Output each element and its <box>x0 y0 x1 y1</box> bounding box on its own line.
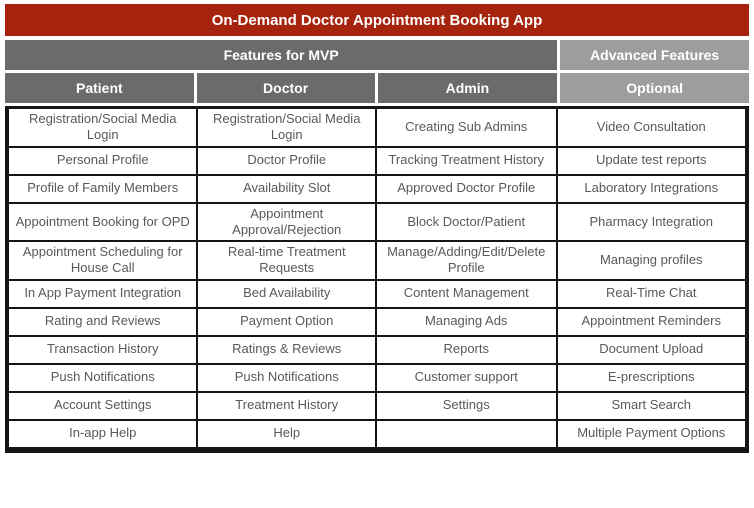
feature-cell: Creating Sub Admins <box>374 107 558 148</box>
feature-cell: Ratings & Reviews <box>196 334 377 365</box>
feature-cell: Real-Time Chat <box>555 278 747 309</box>
feature-cell: Multiple Payment Options <box>555 418 747 449</box>
table-row: Appointment Booking for OPD Appointment … <box>6 201 747 242</box>
page-title: On-Demand Doctor Appointment Booking App <box>5 4 749 36</box>
feature-cell: Pharmacy Integration <box>555 201 747 242</box>
feature-cell: Reports <box>374 334 558 365</box>
feature-cell: Push Notifications <box>6 362 199 393</box>
table-row: In-app Help Help Multiple Payment Option… <box>6 418 747 449</box>
table-row: Transaction History Ratings & Reviews Re… <box>6 334 747 365</box>
table-row: Appointment Scheduling for House Call Re… <box>6 240 747 281</box>
feature-cell: Appointment Scheduling for House Call <box>6 240 199 281</box>
feature-cell: Personal Profile <box>6 145 199 176</box>
table-row: Push Notifications Push Notifications Cu… <box>6 362 747 393</box>
feature-cell: Rating and Reviews <box>6 306 199 337</box>
feature-cell: Appointment Approval/Rejection <box>196 201 377 242</box>
feature-cell: Approved Doctor Profile <box>374 173 558 204</box>
feature-cell: Update test reports <box>555 145 747 176</box>
feature-cell: Appointment Reminders <box>555 306 747 337</box>
feature-cell: Account Settings <box>6 390 199 421</box>
feature-cell: Payment Option <box>196 306 377 337</box>
feature-cell: Registration/Social Media Login <box>6 107 199 148</box>
feature-cell: Push Notifications <box>196 362 377 393</box>
feature-cell: Document Upload <box>555 334 747 365</box>
feature-cell: Appointment Booking for OPD <box>6 201 199 242</box>
feature-cell: Managing Ads <box>374 306 558 337</box>
feature-cell <box>374 418 558 449</box>
feature-cell: Transaction History <box>6 334 199 365</box>
column-header-doctor: Doctor <box>196 73 375 103</box>
table-row: Profile of Family Members Availability S… <box>6 173 747 204</box>
feature-cell: Help <box>196 418 377 449</box>
group-header-features-mvp: Features for MVP <box>5 40 558 70</box>
feature-cell: Laboratory Integrations <box>555 173 747 204</box>
feature-cell: In App Payment Integration <box>6 278 199 309</box>
feature-cell: Bed Availability <box>196 278 377 309</box>
column-header-admin: Admin <box>377 73 558 103</box>
feature-cell: Block Doctor/Patient <box>374 201 558 242</box>
feature-cell: Settings <box>374 390 558 421</box>
feature-cell: Content Management <box>374 278 558 309</box>
column-header-patient: Patient <box>5 73 194 103</box>
feature-cell: Real-time Treatment Requests <box>196 240 377 281</box>
column-header-optional: Optional <box>560 73 749 103</box>
feature-cell: Registration/Social Media Login <box>196 107 377 148</box>
feature-cell: Manage/Adding/Edit/Delete Profile <box>374 240 558 281</box>
feature-cell: Managing profiles <box>555 240 747 281</box>
feature-cell: In-app Help <box>6 418 199 449</box>
table-row: Registration/Social Media Login Registra… <box>6 107 747 148</box>
feature-cell: Doctor Profile <box>196 145 377 176</box>
feature-cell: Treatment History <box>196 390 377 421</box>
feature-cell: Availability Slot <box>196 173 377 204</box>
table-row: Personal Profile Doctor Profile Tracking… <box>6 145 747 176</box>
table-row: In App Payment Integration Bed Availabil… <box>6 278 747 309</box>
group-header-advanced-features: Advanced Features <box>560 40 749 70</box>
feature-cell: Video Consultation <box>555 107 747 148</box>
table-row: Rating and Reviews Payment Option Managi… <box>6 306 747 337</box>
feature-table-grid: Registration/Social Media Login Registra… <box>6 107 747 449</box>
feature-table: Registration/Social Media Login Registra… <box>5 106 749 453</box>
table-row: Account Settings Treatment History Setti… <box>6 390 747 421</box>
feature-cell: Profile of Family Members <box>6 173 199 204</box>
feature-cell: E-prescriptions <box>555 362 747 393</box>
column-header-row: Patient Doctor Admin Optional <box>5 73 749 103</box>
feature-cell: Tracking Treatment History <box>374 145 558 176</box>
feature-cell: Smart Search <box>555 390 747 421</box>
feature-cell: Customer support <box>374 362 558 393</box>
group-header-row: Features for MVP Advanced Features <box>5 40 749 70</box>
